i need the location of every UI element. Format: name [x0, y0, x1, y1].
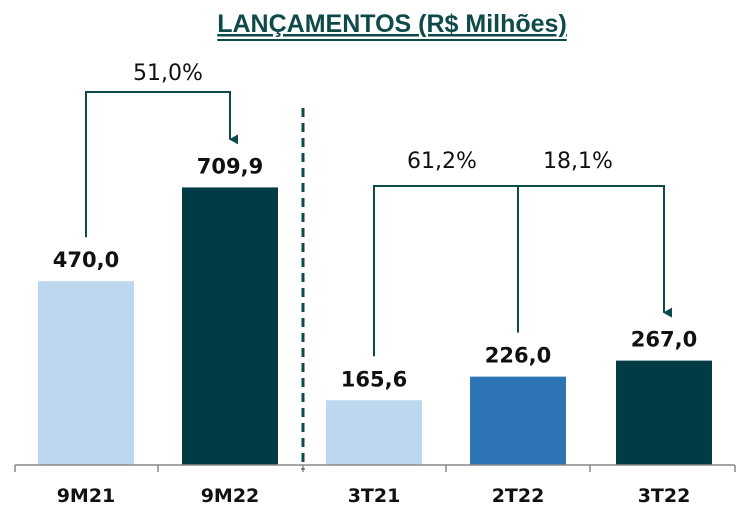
growth-label-9m: 51,0% — [133, 61, 203, 86]
value-label-9m21: 470,0 — [53, 248, 119, 272]
value-label-3t21: 165,6 — [341, 367, 407, 391]
growth-label-3t21: 61,2% — [407, 149, 477, 174]
chart-title: LANÇAMENTOS (R$ Milhões) — [217, 10, 567, 38]
bar-9m21 — [38, 281, 134, 465]
bar-3t21 — [326, 400, 422, 465]
value-label-3t22: 267,0 — [631, 328, 697, 352]
axis-ticks — [14, 465, 736, 472]
bar-2t22 — [470, 376, 566, 465]
category-label-9m21: 9M21 — [57, 485, 116, 507]
category-label-3t22: 3T22 — [638, 485, 691, 507]
value-label-2t22: 226,0 — [485, 344, 551, 368]
growth-arrow-9m — [85, 91, 238, 238]
category-label-3t21: 3T21 — [348, 485, 401, 507]
bar-9m22 — [182, 187, 278, 466]
value-label-9m22: 709,9 — [197, 154, 263, 178]
growth-label-2t22: 18,1% — [543, 149, 613, 174]
growth-annotations: 51,0% 61,2% 18,1% — [85, 61, 672, 357]
bars-group: 470,0 9M21 709,9 9M22 165,6 3T21 226,0 2T22 267,… — [38, 154, 712, 507]
category-label-9m22: 9M22 — [201, 485, 260, 507]
bar-3t22 — [616, 360, 712, 465]
category-label-2t22: 2T22 — [492, 485, 545, 507]
